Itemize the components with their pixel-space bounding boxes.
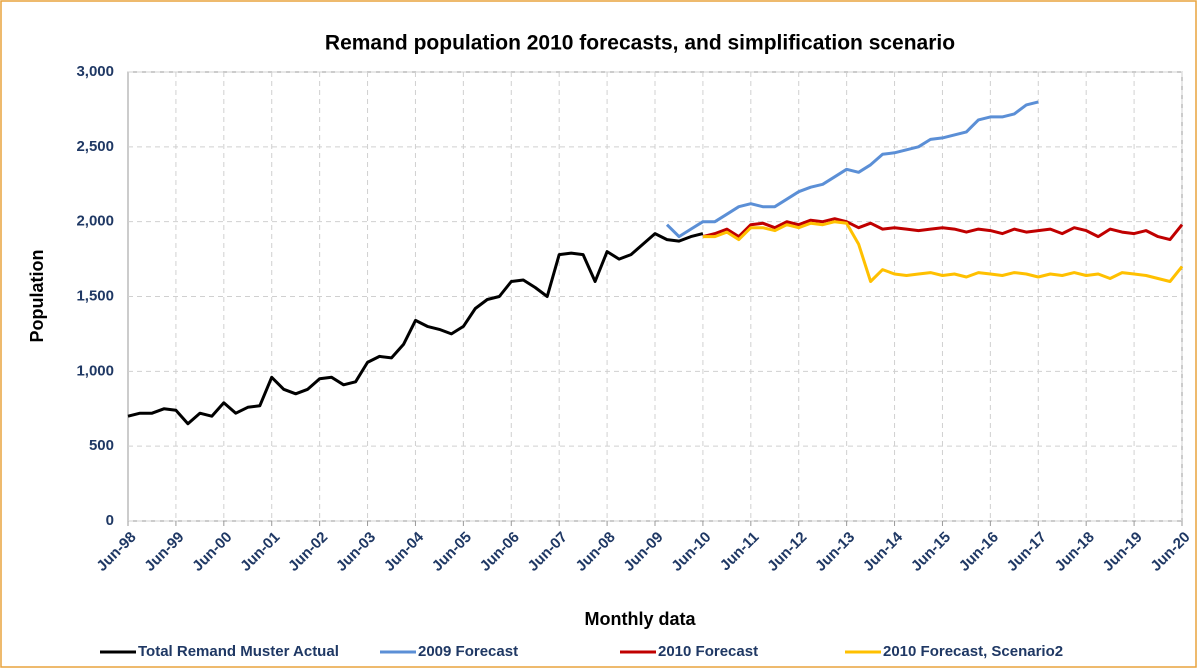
series-line bbox=[665, 100, 1039, 239]
y-axis-title: Population bbox=[27, 250, 47, 343]
series-line bbox=[702, 217, 1184, 242]
chart-title: Remand population 2010 forecasts, and si… bbox=[325, 32, 955, 55]
series-line bbox=[127, 232, 704, 426]
y-tick-label: 0 bbox=[106, 512, 114, 529]
y-tick-label: 500 bbox=[89, 437, 114, 454]
legend-label: Total Remand Muster Actual bbox=[138, 643, 339, 660]
y-tick-label: 2,000 bbox=[76, 213, 114, 230]
y-tick-label: 1,500 bbox=[76, 287, 114, 304]
x-axis-title: Monthly data bbox=[585, 609, 697, 629]
legend-label: 2010 Forecast bbox=[658, 643, 758, 660]
legend-label: 2010 Forecast, Scenario2 bbox=[883, 643, 1063, 660]
y-tick-label: 1,000 bbox=[76, 362, 114, 379]
series-line bbox=[702, 220, 1184, 283]
y-tick-label: 2,500 bbox=[76, 138, 114, 155]
legend-label: 2009 Forecast bbox=[418, 643, 518, 660]
y-tick-label: 3,000 bbox=[76, 63, 114, 80]
